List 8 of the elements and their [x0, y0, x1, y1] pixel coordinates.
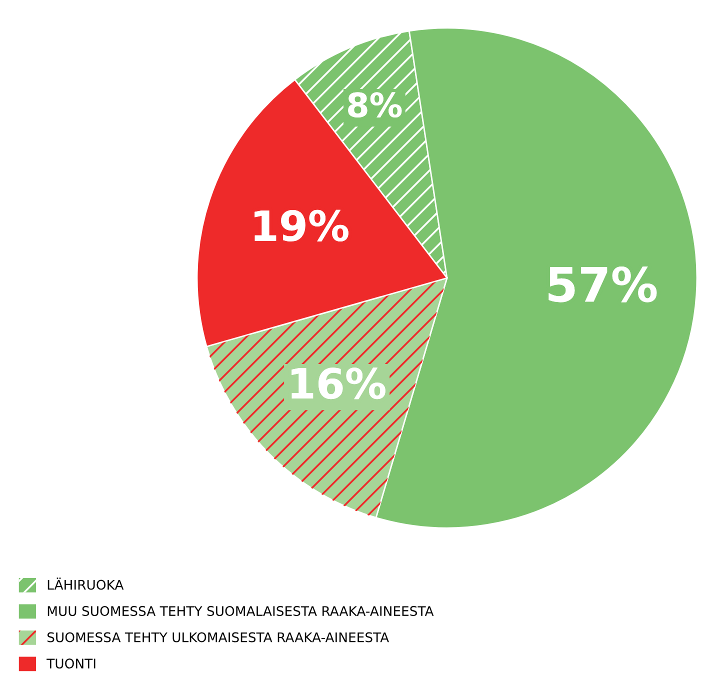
legend-label: TUONTI [46, 658, 96, 669]
data-label: 19% [254, 210, 348, 242]
legend-label: MUU SUOMESSA TEHTY SUOMALAISESTA RAAKA-AINEESTA [48, 606, 434, 616]
legend-label: LÄHIRUOKA [48, 578, 124, 590]
data-label: 8% [348, 92, 402, 118]
data-label: 57% [548, 266, 657, 302]
data-label: 16% [292, 368, 386, 400]
legend-label: SUOMESSA TEHTY ULKOMAISESTA RAAKA-AINEESTA [47, 632, 390, 642]
